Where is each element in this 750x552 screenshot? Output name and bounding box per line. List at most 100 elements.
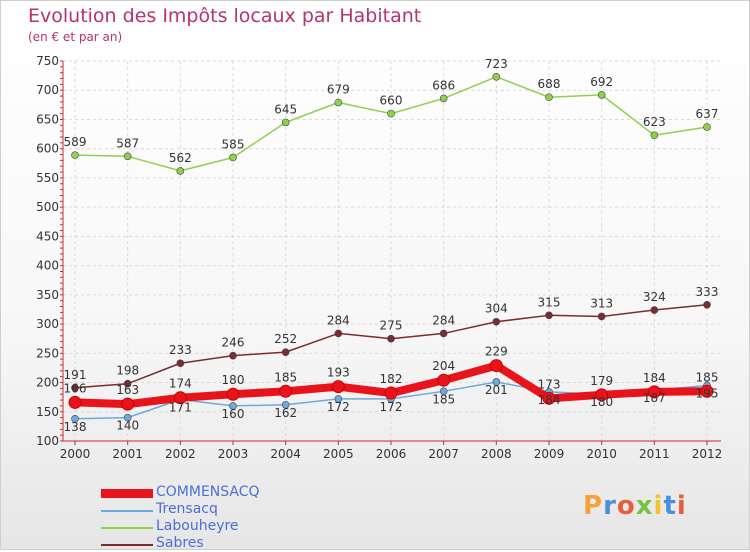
data-point: [279, 384, 293, 398]
data-label: 166: [64, 381, 87, 395]
y-tick-label: 300: [36, 317, 59, 331]
data-point: [331, 380, 345, 394]
data-label: 587: [116, 136, 139, 150]
data-point: [173, 391, 187, 405]
data-point: [123, 152, 132, 161]
logo-letter: i: [653, 491, 664, 521]
y-tick-label: 500: [36, 200, 59, 214]
data-point: [229, 153, 237, 162]
x-tick-label: 2000: [60, 447, 91, 461]
data-point: [647, 385, 661, 399]
data-point: [387, 109, 395, 118]
data-label: 198: [116, 364, 139, 378]
y-tick-label: 250: [36, 346, 59, 360]
data-label: 284: [432, 313, 455, 327]
x-tick-label: 2003: [218, 447, 249, 461]
data-label: 191: [64, 368, 87, 382]
data-label: 185: [274, 370, 297, 384]
data-point: [123, 379, 132, 388]
legend-label: Sabres: [156, 535, 204, 551]
chart-subtitle: (en € et par an): [28, 30, 123, 44]
data-point: [703, 300, 711, 309]
data-label: 174: [169, 377, 192, 391]
data-label: 193: [327, 366, 350, 380]
y-tick-label: 400: [36, 259, 59, 273]
data-label: 173: [538, 377, 561, 391]
data-label: 195: [696, 386, 719, 400]
proxiti-logo: Proxiti: [583, 491, 687, 521]
data-label: 182: [380, 372, 403, 386]
data-point: [334, 329, 343, 338]
data-label: 140: [116, 419, 139, 433]
data-label: 187: [643, 391, 666, 405]
data-point: [281, 118, 290, 127]
data-label: 185: [432, 392, 455, 406]
data-point: [439, 329, 448, 338]
data-label: 692: [590, 75, 613, 89]
data-point: [545, 93, 553, 102]
data-label: 645: [274, 102, 297, 116]
data-point: [123, 413, 132, 422]
legend-swatch: [101, 489, 153, 498]
x-tick-label: 2007: [428, 447, 459, 461]
logo-letter: P: [583, 491, 604, 521]
data-point: [492, 378, 501, 386]
data-point: [71, 383, 79, 392]
data-label: 333: [696, 285, 719, 299]
data-label: 284: [327, 313, 350, 327]
data-label: 623: [643, 115, 666, 129]
y-tick-label: 450: [36, 229, 59, 243]
x-tick-label: 2006: [376, 447, 407, 461]
data-point: [489, 359, 503, 373]
data-label: 172: [327, 400, 350, 414]
data-point: [334, 98, 343, 107]
y-tick-label: 550: [36, 171, 59, 185]
data-point: [492, 317, 501, 326]
logo-letter: t: [663, 491, 677, 521]
data-point: [387, 334, 395, 343]
data-label: 185: [696, 370, 719, 384]
x-tick-label: 2001: [112, 447, 143, 461]
x-tick-label: 2004: [270, 447, 301, 461]
x-tick-label: 2005: [323, 447, 354, 461]
y-tick-label: 650: [36, 112, 59, 126]
data-point: [121, 397, 135, 411]
y-tick-label: 100: [36, 434, 59, 448]
data-label: 679: [327, 83, 350, 97]
data-label: 252: [274, 332, 297, 346]
data-label: 660: [380, 94, 403, 108]
data-label: 184: [643, 371, 666, 385]
data-point: [68, 395, 82, 409]
data-point: [542, 391, 556, 405]
data-label: 246: [222, 336, 245, 350]
y-tick-label: 350: [36, 288, 59, 302]
data-point: [71, 414, 79, 423]
y-tick-label: 150: [36, 405, 59, 419]
data-point: [281, 348, 290, 356]
logo-letter: x: [635, 491, 654, 521]
x-tick-label: 2011: [639, 447, 670, 461]
data-label: 172: [380, 400, 403, 414]
data-point: [595, 388, 609, 402]
data-label: 585: [222, 137, 245, 151]
legend-label: Labouheyre: [156, 518, 239, 534]
legend-swatch: [101, 510, 153, 512]
data-point: [597, 312, 606, 321]
legend-swatch: [101, 527, 153, 529]
data-point: [281, 400, 290, 409]
data-point: [229, 351, 237, 360]
legend-label: COMMENSACQ: [156, 484, 260, 500]
data-label: 201: [485, 383, 508, 397]
y-tick-label: 700: [36, 83, 59, 97]
logo-letter: i: [676, 491, 687, 521]
x-tick-label: 2012: [692, 447, 723, 461]
data-point: [229, 402, 237, 410]
data-label: 686: [432, 78, 455, 92]
data-label: 315: [538, 295, 561, 309]
y-tick-label: 750: [36, 54, 59, 68]
data-point: [597, 91, 606, 99]
data-point: [176, 167, 185, 175]
data-point: [437, 373, 451, 387]
data-label: 688: [538, 77, 561, 91]
